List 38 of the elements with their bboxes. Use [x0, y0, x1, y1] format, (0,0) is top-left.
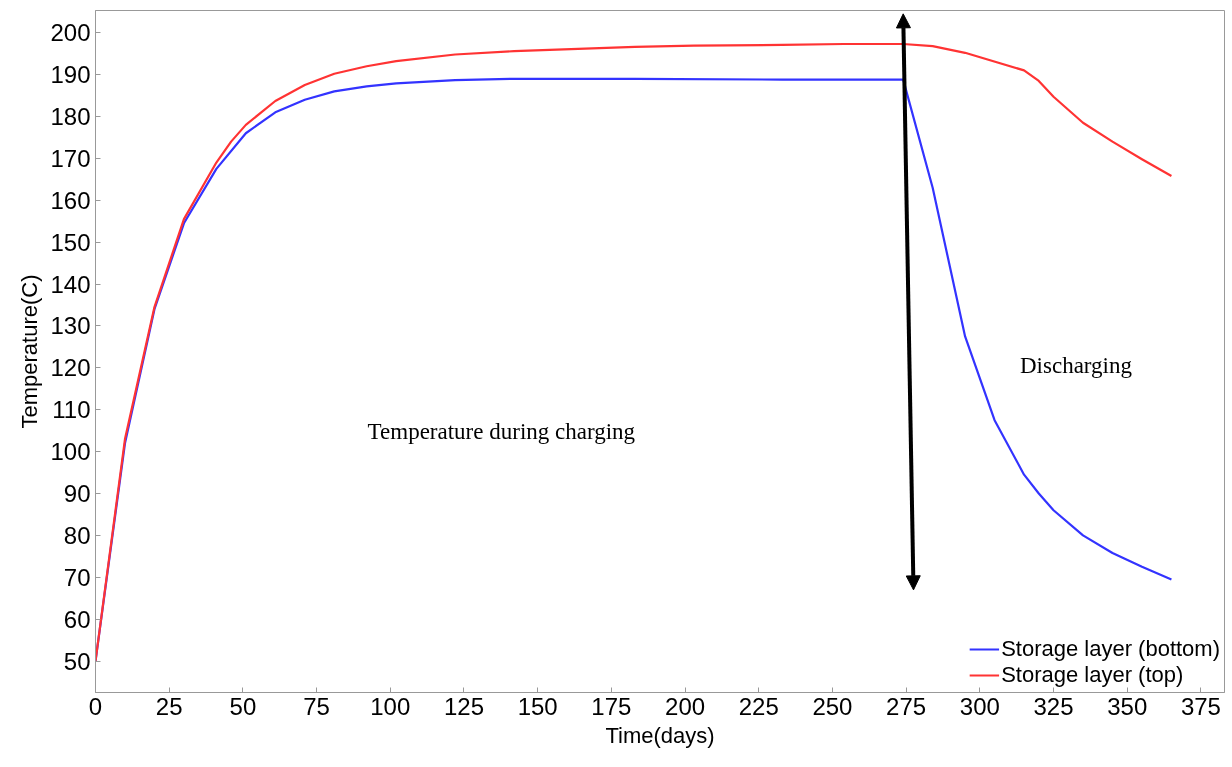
y-tick-label: 200 — [50, 19, 91, 47]
y-tick-label: 140 — [50, 270, 91, 298]
y-tick-label: 90 — [63, 480, 91, 508]
x-tick-label: 100 — [370, 692, 411, 720]
y-axis-title: Temperature(C) — [17, 274, 43, 429]
y-tick-label: 120 — [50, 354, 91, 382]
y-tick-label: 70 — [63, 563, 91, 591]
y-tick-label: 160 — [50, 186, 91, 214]
x-tick-label: 0 — [88, 692, 103, 720]
x-tick-label: 300 — [959, 692, 1000, 720]
y-tick-label: 100 — [50, 438, 91, 466]
x-tick-label: 275 — [886, 692, 927, 720]
x-axis-title: Time(days) — [605, 722, 715, 748]
x-tick-label: 25 — [155, 692, 183, 720]
y-tick-label: 60 — [63, 605, 91, 633]
y-tick-label: 190 — [50, 61, 91, 89]
x-tick-label: 150 — [517, 692, 558, 720]
x-tick-label: 250 — [812, 692, 853, 720]
x-tick-label: 175 — [591, 692, 632, 720]
x-tick-label: 375 — [1180, 692, 1221, 720]
y-tick-label: 130 — [50, 312, 91, 340]
x-tick-label: 200 — [665, 692, 706, 720]
y-tick-label: 80 — [63, 521, 91, 549]
annotation: Discharging — [1019, 353, 1133, 379]
x-tick-label: 225 — [738, 692, 779, 720]
x-tick-label: 75 — [303, 692, 330, 720]
legend-label: Storage layer (top) — [1001, 662, 1184, 688]
x-tick-label: 350 — [1107, 692, 1148, 720]
y-tick-label: 50 — [63, 647, 91, 675]
x-tick-label: 325 — [1033, 692, 1074, 720]
y-tick-label: 180 — [50, 102, 91, 130]
legend-label: Storage layer (bottom) — [1001, 636, 1220, 662]
annotation: Temperature during charging — [367, 419, 636, 445]
y-tick-label: 170 — [50, 144, 91, 172]
x-tick-label: 50 — [229, 692, 257, 720]
y-tick-label: 150 — [50, 228, 91, 256]
x-tick-label: 125 — [443, 692, 484, 720]
y-tick-label: 110 — [52, 396, 91, 424]
